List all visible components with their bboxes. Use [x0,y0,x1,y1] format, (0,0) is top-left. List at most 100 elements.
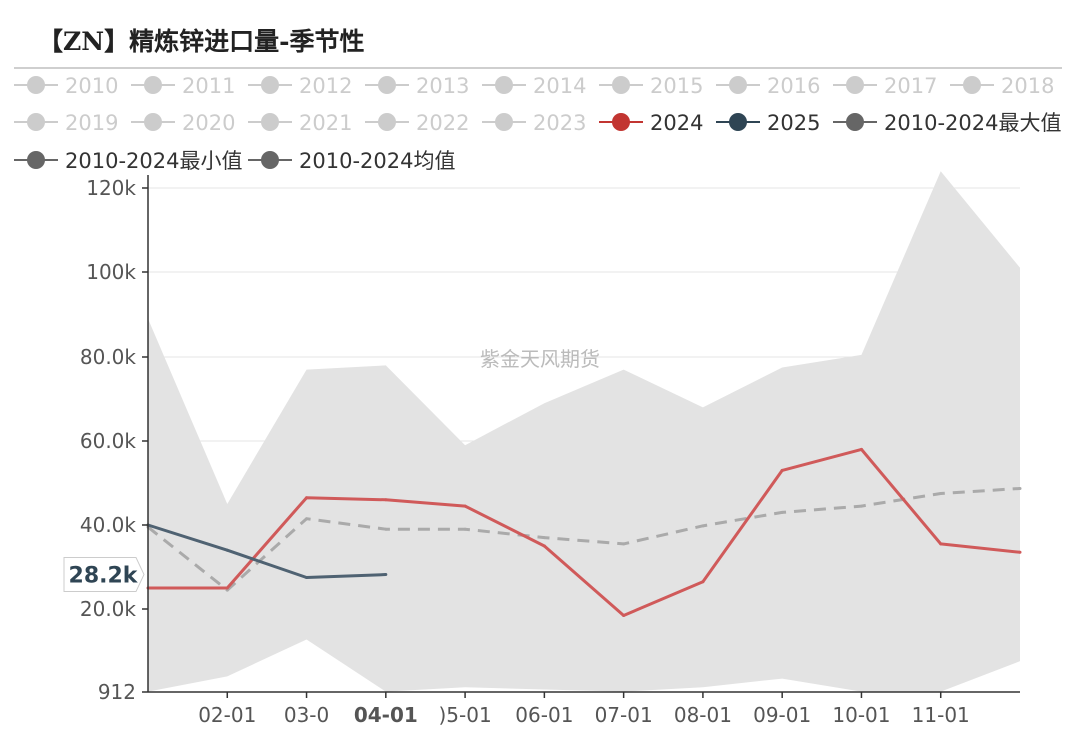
legend-label-2017: 2017 [884,74,937,98]
series-lines [146,447,1022,618]
point-2010-2024-3 [305,517,309,521]
point-2010-2024-10 [859,504,863,508]
x-tick-label-09-01: 09-01 [753,703,811,727]
point-2024-4 [384,498,388,502]
legend-marker-2011 [144,76,162,94]
series-line-2024[interactable] [148,447,1021,618]
hover-indicator: 28.2k [63,557,145,593]
legend-item-2016[interactable]: 2016 [716,74,820,98]
legend-label-2022: 2022 [416,111,469,135]
legend-marker-2014 [495,76,513,94]
point-2024-8 [701,580,705,584]
point-2024-7 [622,614,626,618]
point-2010-2024-7 [622,542,626,546]
legend-item-2014[interactable]: 2014 [482,74,586,98]
point-2010-2024-8 [701,524,705,528]
x-tick-label-03-0: 03-0 [284,703,329,727]
legend-item-2017[interactable]: 2017 [833,74,937,98]
legend-item-2010[interactable]: 2010 [14,74,118,98]
point-2025-3 [305,576,309,579]
legend-item-2019[interactable]: 2019 [14,111,118,135]
legend-item-2022[interactable]: 2022 [365,111,469,135]
legend-item-2018[interactable]: 2018 [950,74,1054,98]
legend-label-2010: 2010 [65,74,118,98]
legend-marker-2015 [612,76,630,94]
y-tick-label-1: 20.0k [80,597,137,621]
chart-title: 【ZN】精炼锌进口量-季节性 [38,27,365,56]
y-tick-label-5: 100k [86,260,136,284]
axes: 912 20.0k 40.0k 60.0k 80.0k 100k 120k 02-01 03-0… [80,175,1020,727]
series-band-max-min [148,171,1020,692]
point-2024-9 [780,468,784,472]
legend-item-2010-2024[interactable]: 2010-2024最大值 [833,111,1061,135]
legend-item-2021[interactable]: 2021 [248,111,352,135]
legend-label-2012: 2012 [299,74,352,98]
legend-marker-2019 [27,113,45,131]
legend-item-2020[interactable]: 2020 [131,111,235,135]
legend-marker-2010 [27,76,45,94]
point-2010-2024-6 [542,536,546,540]
point-2010-2024-9 [780,510,784,514]
x-tick-label-04-01: 04-01 [354,703,418,727]
point-2024-12 [1018,550,1022,554]
legend-item-2013[interactable]: 2013 [365,74,469,98]
legend-item-2010-2024[interactable]: 2010-2024最小值 [14,149,242,173]
point-2025-2 [225,548,229,552]
x-tick-label-02-01: 02-01 [198,703,256,727]
point-2024-11 [939,542,943,546]
legend-marker-2018 [963,76,981,94]
legend-marker-2017 [846,76,864,94]
legend-marker-2010-2024 [27,151,45,169]
legend-marker-2025 [729,113,747,131]
title-divider [14,67,1062,69]
legend-item-2025[interactable]: 2025 [716,111,820,135]
hover-y-label-box [63,557,145,593]
legend-item-2023[interactable]: 2023 [482,111,586,135]
series-line-2010-2024[interactable] [147,486,1021,592]
y-tick-label-2: 40.0k [80,513,137,537]
y-tick-label-0: 912 [98,680,136,704]
legend-label-2021: 2021 [299,111,352,135]
legend-label-2019: 2019 [65,111,118,135]
point-2010-2024-4 [384,527,388,531]
legend-label-2024: 2024 [650,111,703,135]
legend-label-2011: 2011 [182,74,235,98]
legend-marker-2021 [261,113,279,131]
y-tick-label-4: 80.0k [80,345,137,369]
point-2025-4 [384,573,388,577]
legend-marker-2016 [729,76,747,94]
legend-label-2016: 2016 [767,74,820,98]
legend-marker-2023 [495,113,513,131]
point-2024-2 [225,586,229,590]
watermark: 紫金天风期货 [480,347,600,371]
legend-item-2010-2024[interactable]: 2010-2024均值 [248,149,455,173]
legend-item-2024[interactable]: 2024 [599,111,703,135]
legend: 2010 2011 2012 2013 2014 2015 2016 2017 2018 2019… [14,74,1061,173]
range-band [148,171,1020,692]
legend-item-2011[interactable]: 2011 [131,74,235,98]
x-tick-label-06-01: 06-01 [515,703,573,727]
legend-marker-2013 [378,76,396,94]
x-tick-label-07-01: 07-01 [595,703,653,727]
legend-label-2020: 2020 [182,111,235,135]
legend-label-2010-2024: 2010-2024最小值 [65,149,242,173]
legend-label-2014: 2014 [533,74,586,98]
point-2010-2024-12 [1018,486,1022,490]
legend-marker-2020 [144,113,162,131]
legend-marker-2010-2024 [846,113,864,131]
point-2010-2024-11 [939,492,943,495]
x-tick-label-5-01: )5-01 [438,703,491,727]
legend-item-2015[interactable]: 2015 [599,74,703,98]
x-tick-label-10-01: 10-01 [832,703,890,727]
legend-item-2012[interactable]: 2012 [248,74,352,98]
legend-label-2010-2024: 2010-2024最大值 [884,111,1061,135]
point-2024-5 [463,504,467,508]
x-tick-label-11-01: 11-01 [912,703,970,727]
legend-label-2010-2024: 2010-2024均值 [299,149,455,173]
legend-label-2025: 2025 [767,111,820,135]
legend-marker-2022 [378,113,396,131]
point-2024-6 [542,544,546,548]
legend-label-2023: 2023 [533,111,586,135]
series-line-2025[interactable] [147,523,386,579]
